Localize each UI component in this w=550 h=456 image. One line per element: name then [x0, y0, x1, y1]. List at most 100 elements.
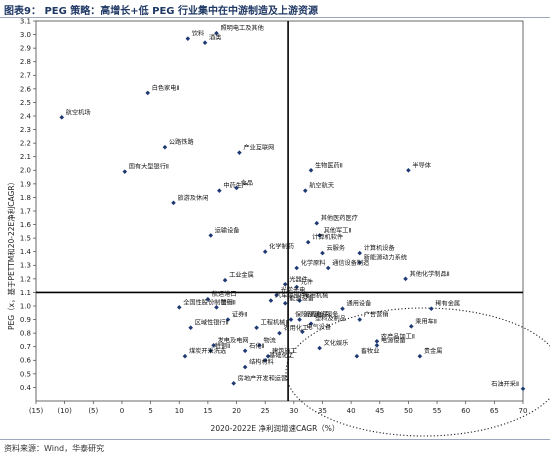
x-tick-label: 40	[347, 407, 356, 415]
y-tick-label: 1.0	[20, 302, 31, 310]
y-tick-label: 2.1	[20, 153, 31, 161]
y-tick-label: 0.4	[20, 384, 32, 392]
data-point-label: 基础化工	[269, 351, 294, 359]
y-tick-label: 0.7	[20, 343, 31, 351]
data-point-marker	[274, 292, 279, 298]
y-tick-label: 1.6	[20, 221, 32, 229]
footer-divider	[0, 439, 550, 440]
data-point-label: 贵金属	[424, 347, 443, 355]
y-tick-label: 1.1	[20, 289, 31, 297]
data-point-marker	[268, 298, 274, 303]
data-point-marker	[242, 348, 248, 354]
data-point-marker	[205, 296, 211, 302]
data-point-label: 光学光电	[281, 286, 306, 294]
data-point-marker	[254, 325, 259, 331]
y-tick-label: 0.6	[20, 357, 32, 365]
data-point-marker	[297, 317, 302, 322]
y-tick-label: 2.2	[20, 140, 31, 148]
data-point-label: 计算机软件	[312, 233, 343, 241]
data-point-marker	[403, 276, 408, 282]
data-point-marker	[185, 36, 191, 41]
data-point-marker	[520, 386, 526, 392]
data-point-marker	[211, 343, 216, 348]
data-point-label: 广告营销	[364, 311, 389, 319]
y-tick-label: 2.8	[20, 58, 31, 66]
data-point-label: 证券Ⅱ	[232, 311, 247, 319]
data-point-marker	[234, 185, 239, 191]
data-point-label: 发电及电网	[218, 336, 249, 344]
y-tick-label: 0.9	[20, 316, 31, 324]
data-point-label: 云服务	[326, 244, 345, 252]
data-point-marker	[354, 353, 360, 359]
y-tick-label: 2.3	[20, 126, 31, 134]
data-point-marker	[406, 167, 411, 173]
data-point-label: 其他化学制品Ⅱ	[410, 270, 450, 278]
data-point-label: 酒类	[209, 34, 221, 42]
y-tick-label: 1.4	[20, 248, 32, 256]
y-tick-label: 3.0	[20, 31, 31, 39]
y-tick-label: 1.7	[20, 207, 31, 215]
data-point-label: 稀有金属	[435, 300, 460, 308]
data-point-marker	[231, 381, 236, 386]
data-point-label: 物流	[263, 336, 275, 344]
data-point-marker	[300, 329, 305, 335]
y-tick-label: 1.3	[20, 262, 31, 270]
data-point-label: 新能源动力系统	[364, 254, 407, 262]
data-point-marker	[320, 250, 325, 256]
data-point-marker	[262, 357, 268, 363]
data-point-marker	[288, 317, 294, 322]
y-tick-label: 2.4	[20, 112, 32, 120]
data-point-marker	[214, 30, 219, 36]
x-tick-label: (15)	[29, 407, 44, 415]
data-point-marker	[277, 330, 282, 336]
y-tick-label: 1.8	[20, 194, 31, 202]
data-point-label: 通信设备制造	[332, 259, 369, 267]
y-axis-title: PEG（x，基于PETTM和20-22E净利CAGR）	[6, 178, 16, 330]
data-point-marker	[208, 233, 214, 238]
data-point-label: 房地产开发和运营	[238, 374, 288, 382]
data-point-label: 乘用车Ⅱ	[415, 317, 437, 325]
data-point-label: 全国性股份制银行Ⅱ	[183, 298, 236, 306]
x-tick-label: 45	[375, 407, 384, 415]
data-point-label: 国有大型银行Ⅱ	[129, 163, 169, 171]
data-point-marker	[222, 277, 228, 283]
data-point-marker	[282, 300, 288, 306]
data-point-label: 通用设备	[347, 300, 373, 308]
data-point-label: 特钢Ⅱ	[215, 342, 230, 350]
chart-frame	[35, 20, 524, 402]
data-point-label: 工程机械Ⅱ	[261, 319, 289, 327]
data-point-label: 公路铁路	[169, 138, 195, 146]
data-point-marker	[317, 345, 322, 351]
data-point-marker	[182, 353, 188, 359]
data-point-label: 保险及其他服务	[295, 311, 338, 319]
data-point-label: 结构材料	[249, 358, 274, 366]
data-point-label: 旅游及休闲	[178, 194, 209, 202]
data-point-label: 文化娱乐	[324, 339, 349, 347]
data-point-marker	[225, 317, 231, 322]
data-point-marker	[262, 249, 268, 255]
y-tick-label: 2.9	[20, 45, 31, 53]
y-tick-label: 0.5	[20, 370, 31, 378]
data-point-marker	[297, 298, 302, 303]
data-point-marker	[242, 364, 248, 370]
data-point-label: 半导体	[412, 161, 431, 169]
highlight-ellipse	[285, 307, 550, 437]
y-tick-label: 2.6	[20, 85, 32, 93]
data-point-label: 电源设备	[381, 336, 407, 344]
data-point-label: 其他军工Ⅱ	[324, 226, 352, 234]
data-point-marker	[59, 115, 65, 120]
data-point-marker	[188, 325, 193, 331]
data-point-label: 航运港口	[212, 290, 237, 298]
data-point-label: 塑料及制品	[315, 315, 346, 323]
data-point-label: 白色家电Ⅱ	[152, 84, 180, 92]
data-point-label: 运输设备	[215, 226, 241, 234]
data-point-label: 区域性银行Ⅱ	[195, 319, 229, 327]
x-tick-label: 60	[461, 407, 470, 415]
data-point-marker	[357, 260, 363, 265]
data-point-marker	[202, 40, 208, 46]
x-tick-label: (5)	[88, 407, 98, 415]
x-tick-label: 65	[490, 407, 499, 415]
data-point-label: 农产品加工Ⅱ	[381, 332, 415, 340]
x-tick-label: 10	[175, 407, 184, 415]
data-point-label: 光器件	[289, 275, 308, 283]
